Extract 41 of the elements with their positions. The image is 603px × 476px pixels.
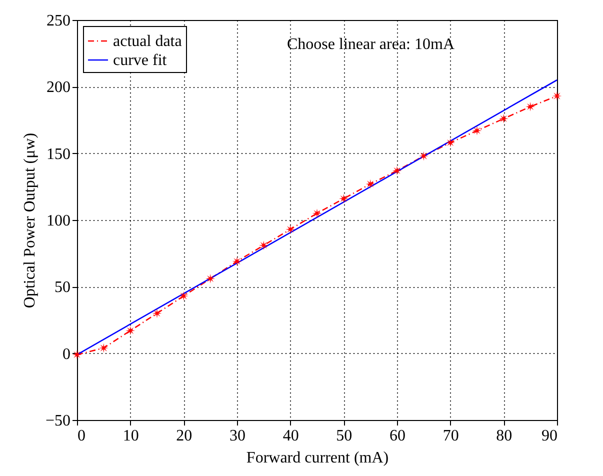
x-tick-label: 20: [176, 428, 192, 444]
point: [418, 151, 428, 161]
legend-label: curve fit: [113, 52, 168, 69]
point: [526, 102, 536, 112]
y-tick-label: 100: [46, 212, 70, 230]
point: [206, 274, 216, 284]
legend-label: actual data: [113, 33, 182, 50]
annotation: Choose linear area: 10mA: [287, 36, 455, 53]
point: [338, 194, 348, 204]
y-tick-label: 250: [46, 12, 70, 30]
point: [126, 326, 136, 336]
point: [392, 166, 402, 176]
x-tick-label: 40: [282, 428, 299, 444]
point: [178, 291, 188, 301]
y-tick-label: 50: [54, 279, 70, 296]
point: [152, 308, 162, 318]
point: [552, 91, 562, 101]
x-axis-title: Forward current (mA): [246, 450, 389, 466]
x-tick-label: 0: [78, 428, 86, 444]
point: [498, 114, 508, 124]
y-tick-label: −50: [45, 412, 70, 430]
x-tick-label: 10: [122, 428, 139, 444]
point: [312, 208, 322, 218]
point: [232, 256, 242, 266]
point: [72, 350, 82, 360]
x-tick-label: 30: [230, 428, 246, 444]
x-tick-label: 70: [442, 428, 459, 444]
point: [286, 224, 296, 234]
point: [446, 138, 456, 148]
y-axis-title: Optical Power Output (μw): [21, 132, 38, 308]
point: [98, 343, 108, 353]
y-tick-label: 200: [46, 79, 70, 96]
point: [472, 126, 482, 136]
point: [258, 240, 268, 250]
x-tick-label: 90: [542, 428, 558, 444]
point: [366, 179, 376, 189]
y-tick-label: 150: [46, 146, 70, 163]
x-tick-label: 80: [496, 428, 512, 444]
x-tick-label: 50: [336, 428, 352, 444]
x-tick-label: 60: [390, 428, 406, 444]
y-tick-label: 0: [62, 346, 70, 363]
